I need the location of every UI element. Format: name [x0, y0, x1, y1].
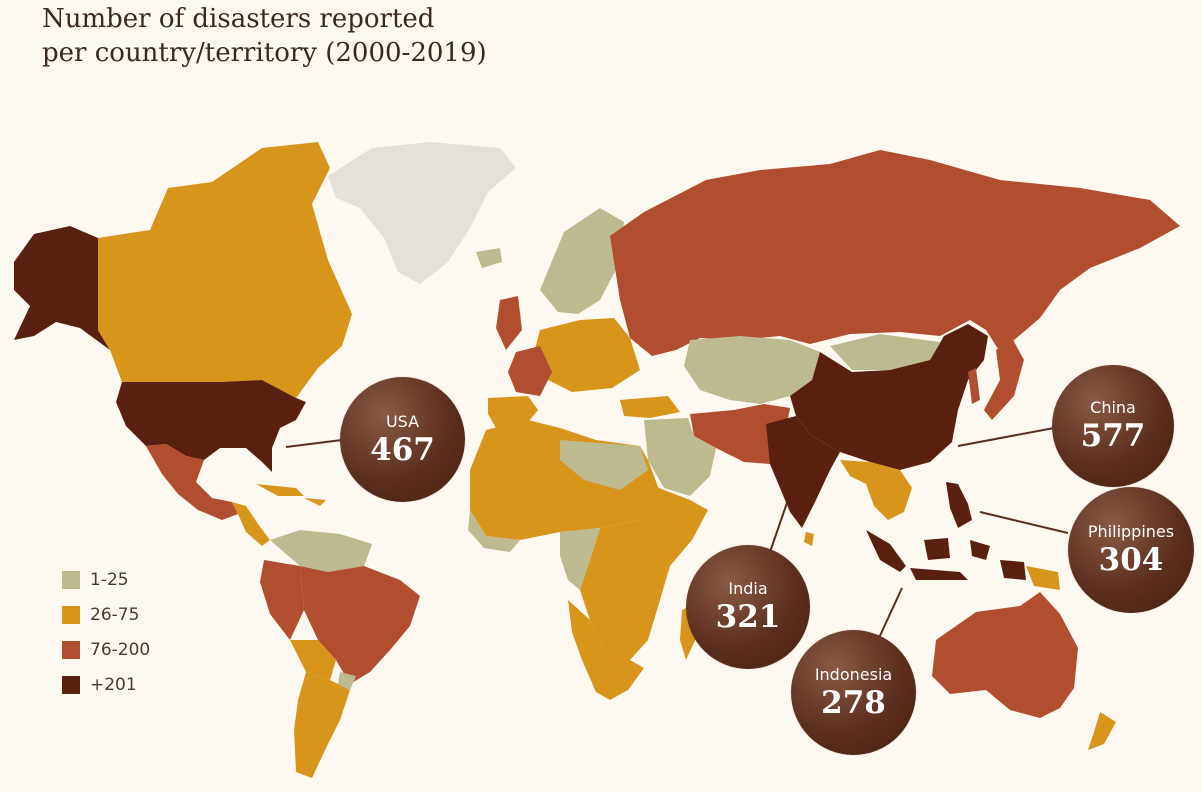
bolivia [290, 640, 336, 680]
title-line-2: per country/territory (2000-2019) [42, 38, 487, 68]
middle-east [644, 418, 716, 496]
callout-china: China 577 [1052, 365, 1174, 487]
legend-swatch [62, 676, 80, 694]
new-zealand [1088, 712, 1116, 750]
central-africa [560, 528, 600, 590]
callout-country-name: Indonesia [814, 664, 893, 684]
alaska [14, 226, 110, 350]
turkey [620, 396, 680, 418]
legend-swatch [62, 641, 80, 659]
leader-indonesia [877, 587, 903, 641]
europe [532, 318, 640, 392]
caribbean [256, 484, 326, 506]
legend-swatch [62, 606, 80, 624]
mexico [146, 444, 238, 520]
leader-usa [285, 439, 343, 448]
callout-disaster-count: 321 [715, 599, 781, 635]
legend: 1-25 26-75 76-200 +201 [62, 567, 150, 707]
iran-pakistan [690, 404, 790, 464]
sahel-africa [560, 440, 648, 490]
scandinavia [540, 208, 624, 314]
map-title: Number of disasters reported per country… [42, 2, 602, 70]
callout-country-name: Philippines [1087, 522, 1175, 541]
india [766, 416, 840, 528]
central-asia [684, 336, 820, 404]
canada [98, 142, 352, 398]
legend-label: 1-25 [90, 570, 129, 590]
leader-philippines [979, 511, 1069, 534]
france [508, 346, 552, 396]
callout-indonesia: Indonesia 278 [791, 630, 916, 755]
peru [260, 560, 304, 640]
title-line-1: Number of disasters reported [42, 4, 435, 34]
callout-usa: USA 467 [340, 377, 465, 502]
greenland [328, 142, 516, 284]
southeast-asia [840, 460, 912, 520]
legend-item-26-75: 26-75 [62, 602, 150, 628]
north-south-america [270, 530, 372, 572]
uk [496, 296, 522, 350]
leader-china [957, 427, 1055, 447]
philippines [946, 482, 972, 528]
east-africa [580, 480, 708, 660]
callout-country-name: India [728, 579, 768, 598]
iceland [476, 248, 502, 268]
legend-label: +201 [90, 675, 137, 695]
usa [116, 380, 306, 472]
callout-country-name: China [1090, 398, 1136, 417]
indonesia [866, 530, 1026, 580]
legend-label: 26-75 [90, 605, 140, 625]
callout-disaster-count: 467 [370, 431, 435, 468]
callout-india: India 321 [686, 545, 810, 669]
legend-item-76-200: 76-200 [62, 637, 150, 663]
legend-item-201-plus: +201 [62, 672, 150, 698]
japan [968, 338, 1024, 420]
australia [932, 592, 1078, 718]
legend-swatch [62, 571, 80, 589]
mongolia [830, 334, 940, 370]
west-africa [468, 510, 520, 552]
papua-new-guinea [1026, 566, 1060, 590]
legend-item-1-25: 1-25 [62, 567, 150, 593]
russia [610, 150, 1180, 356]
callout-country-name: USA [385, 411, 420, 431]
uruguay [338, 672, 356, 690]
central-america [232, 502, 270, 546]
callout-disaster-count: 278 [821, 684, 886, 721]
legend-label: 76-200 [90, 640, 151, 660]
brazil [300, 566, 420, 684]
china [790, 324, 988, 470]
southern-africa [568, 600, 644, 700]
callout-philippines: Philippines 304 [1068, 487, 1194, 613]
sri-lanka [804, 532, 814, 546]
argentina [294, 672, 350, 778]
callout-disaster-count: 577 [1080, 418, 1146, 454]
callout-disaster-count: 304 [1098, 542, 1164, 578]
